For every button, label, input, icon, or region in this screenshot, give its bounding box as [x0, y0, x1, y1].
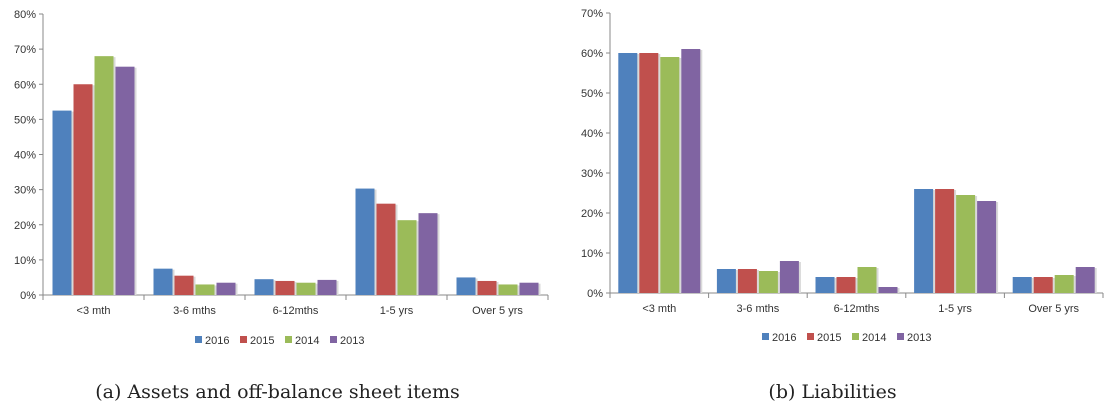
y-tick-label: 70%	[14, 44, 36, 56]
y-tick-label: 10%	[581, 248, 603, 260]
bar-2016	[254, 279, 274, 295]
bar-2014	[660, 57, 680, 293]
legend-label: 2016	[205, 335, 229, 347]
bar-2015	[174, 275, 194, 295]
bar-2014	[956, 195, 976, 293]
bar-2013	[977, 201, 997, 293]
bar-2014	[397, 220, 417, 295]
bar-2015	[73, 84, 93, 295]
legend-swatch-2013	[897, 333, 904, 340]
bar-2015	[376, 203, 396, 295]
bar-2015	[477, 280, 497, 295]
bar-2016	[716, 269, 736, 293]
legend-swatch-2014	[285, 336, 292, 343]
legend-swatch-2016	[762, 333, 769, 340]
bar-2014	[498, 284, 518, 295]
legend-label: 2014	[295, 335, 319, 347]
y-tick-label: 50%	[14, 114, 36, 126]
x-tick-label: 6-12mths	[273, 305, 319, 317]
bar-2014	[296, 282, 316, 295]
bar-chart-liabilities: 0% 10% 20% 30% 40% 50% 60% 70% <3 mth 3-6 mths 6-1…	[581, 8, 1104, 344]
bar-2016	[618, 53, 638, 293]
x-tick-label: Over 5 yrs	[472, 305, 523, 317]
chart-caption: (b) Liabilities	[768, 381, 897, 403]
y-tick-label: 50%	[581, 88, 603, 100]
bar-chart-assets: 0% 10% 20% 30% 40% 50% 60% 70% 80% <3 mth 3-6 mths…	[14, 9, 549, 347]
y-tick-label: 0%	[20, 290, 36, 302]
bar-2013	[216, 282, 236, 295]
bar-2014	[758, 271, 778, 293]
x-tick-label: <3 mth	[642, 303, 676, 315]
y-tick-label: 60%	[581, 48, 603, 60]
bar-2016	[815, 277, 835, 293]
bar-2013	[115, 66, 135, 295]
y-tick-label: 20%	[581, 208, 603, 220]
y-tick-label: 0%	[587, 288, 603, 300]
bar-2015	[935, 189, 955, 293]
x-tick-label: 3-6 mths	[173, 305, 216, 317]
bar-2015	[639, 53, 659, 293]
x-tick-label: 3-6 mths	[737, 303, 780, 315]
legend-label: 2015	[250, 335, 274, 347]
legend-swatch-2013	[330, 336, 337, 343]
x-tick-label: 1-5 yrs	[380, 305, 414, 317]
legend-label: 2013	[340, 335, 364, 347]
bar-2016	[153, 268, 173, 295]
chart-caption: (a) Assets and off-balance sheet items	[95, 381, 460, 403]
bar-2013	[519, 282, 539, 295]
x-tick-label: 1-5 yrs	[938, 303, 972, 315]
legend-label: 2015	[817, 332, 841, 344]
y-tick-label: 30%	[581, 168, 603, 180]
bar-2014	[1054, 275, 1074, 293]
bar-2014	[94, 56, 114, 296]
y-tick-label: 30%	[14, 185, 36, 197]
bar-2014	[857, 267, 877, 293]
bar-2013	[779, 261, 799, 293]
bar-2013	[878, 287, 898, 293]
bar-2013	[418, 213, 438, 295]
bar-2013	[681, 49, 701, 293]
bar-2015	[1033, 277, 1053, 293]
bar-2016	[456, 277, 476, 295]
bar-2015	[737, 269, 757, 293]
chart-panel-assets: 0% 10% 20% 30% 40% 50% 60% 70% 80% <3 mth 3-6 mths…	[14, 9, 549, 403]
legend-swatch-2015	[240, 336, 247, 343]
legend-swatch-2014	[852, 333, 859, 340]
bar-2013	[317, 279, 337, 295]
y-tick-label: 40%	[581, 128, 603, 140]
legend-label: 2013	[907, 332, 931, 344]
bar-2015	[836, 277, 856, 293]
bar-2014	[195, 284, 215, 295]
x-tick-label: <3 mth	[77, 305, 111, 317]
bar-2016	[52, 110, 72, 295]
y-tick-label: 40%	[14, 150, 36, 162]
y-tick-label: 60%	[14, 79, 36, 91]
y-tick-label: 80%	[14, 9, 36, 21]
bar-2013	[1075, 267, 1095, 293]
bar-2016	[1012, 277, 1032, 293]
legend-swatch-2016	[195, 336, 202, 343]
legend-swatch-2015	[807, 333, 814, 340]
x-tick-label: Over 5 yrs	[1028, 303, 1079, 315]
x-tick-label: 6-12mths	[834, 303, 880, 315]
bar-2016	[355, 188, 375, 295]
bar-2016	[914, 189, 934, 293]
legend-label: 2016	[772, 332, 796, 344]
bar-2015	[275, 280, 295, 295]
legend-label: 2014	[862, 332, 886, 344]
y-tick-label: 20%	[14, 220, 36, 232]
y-tick-label: 10%	[14, 255, 36, 267]
y-tick-label: 70%	[581, 8, 603, 20]
chart-panel-liabilities: 0% 10% 20% 30% 40% 50% 60% 70% <3 mth 3-6 mths 6-1…	[555, 0, 1110, 411]
